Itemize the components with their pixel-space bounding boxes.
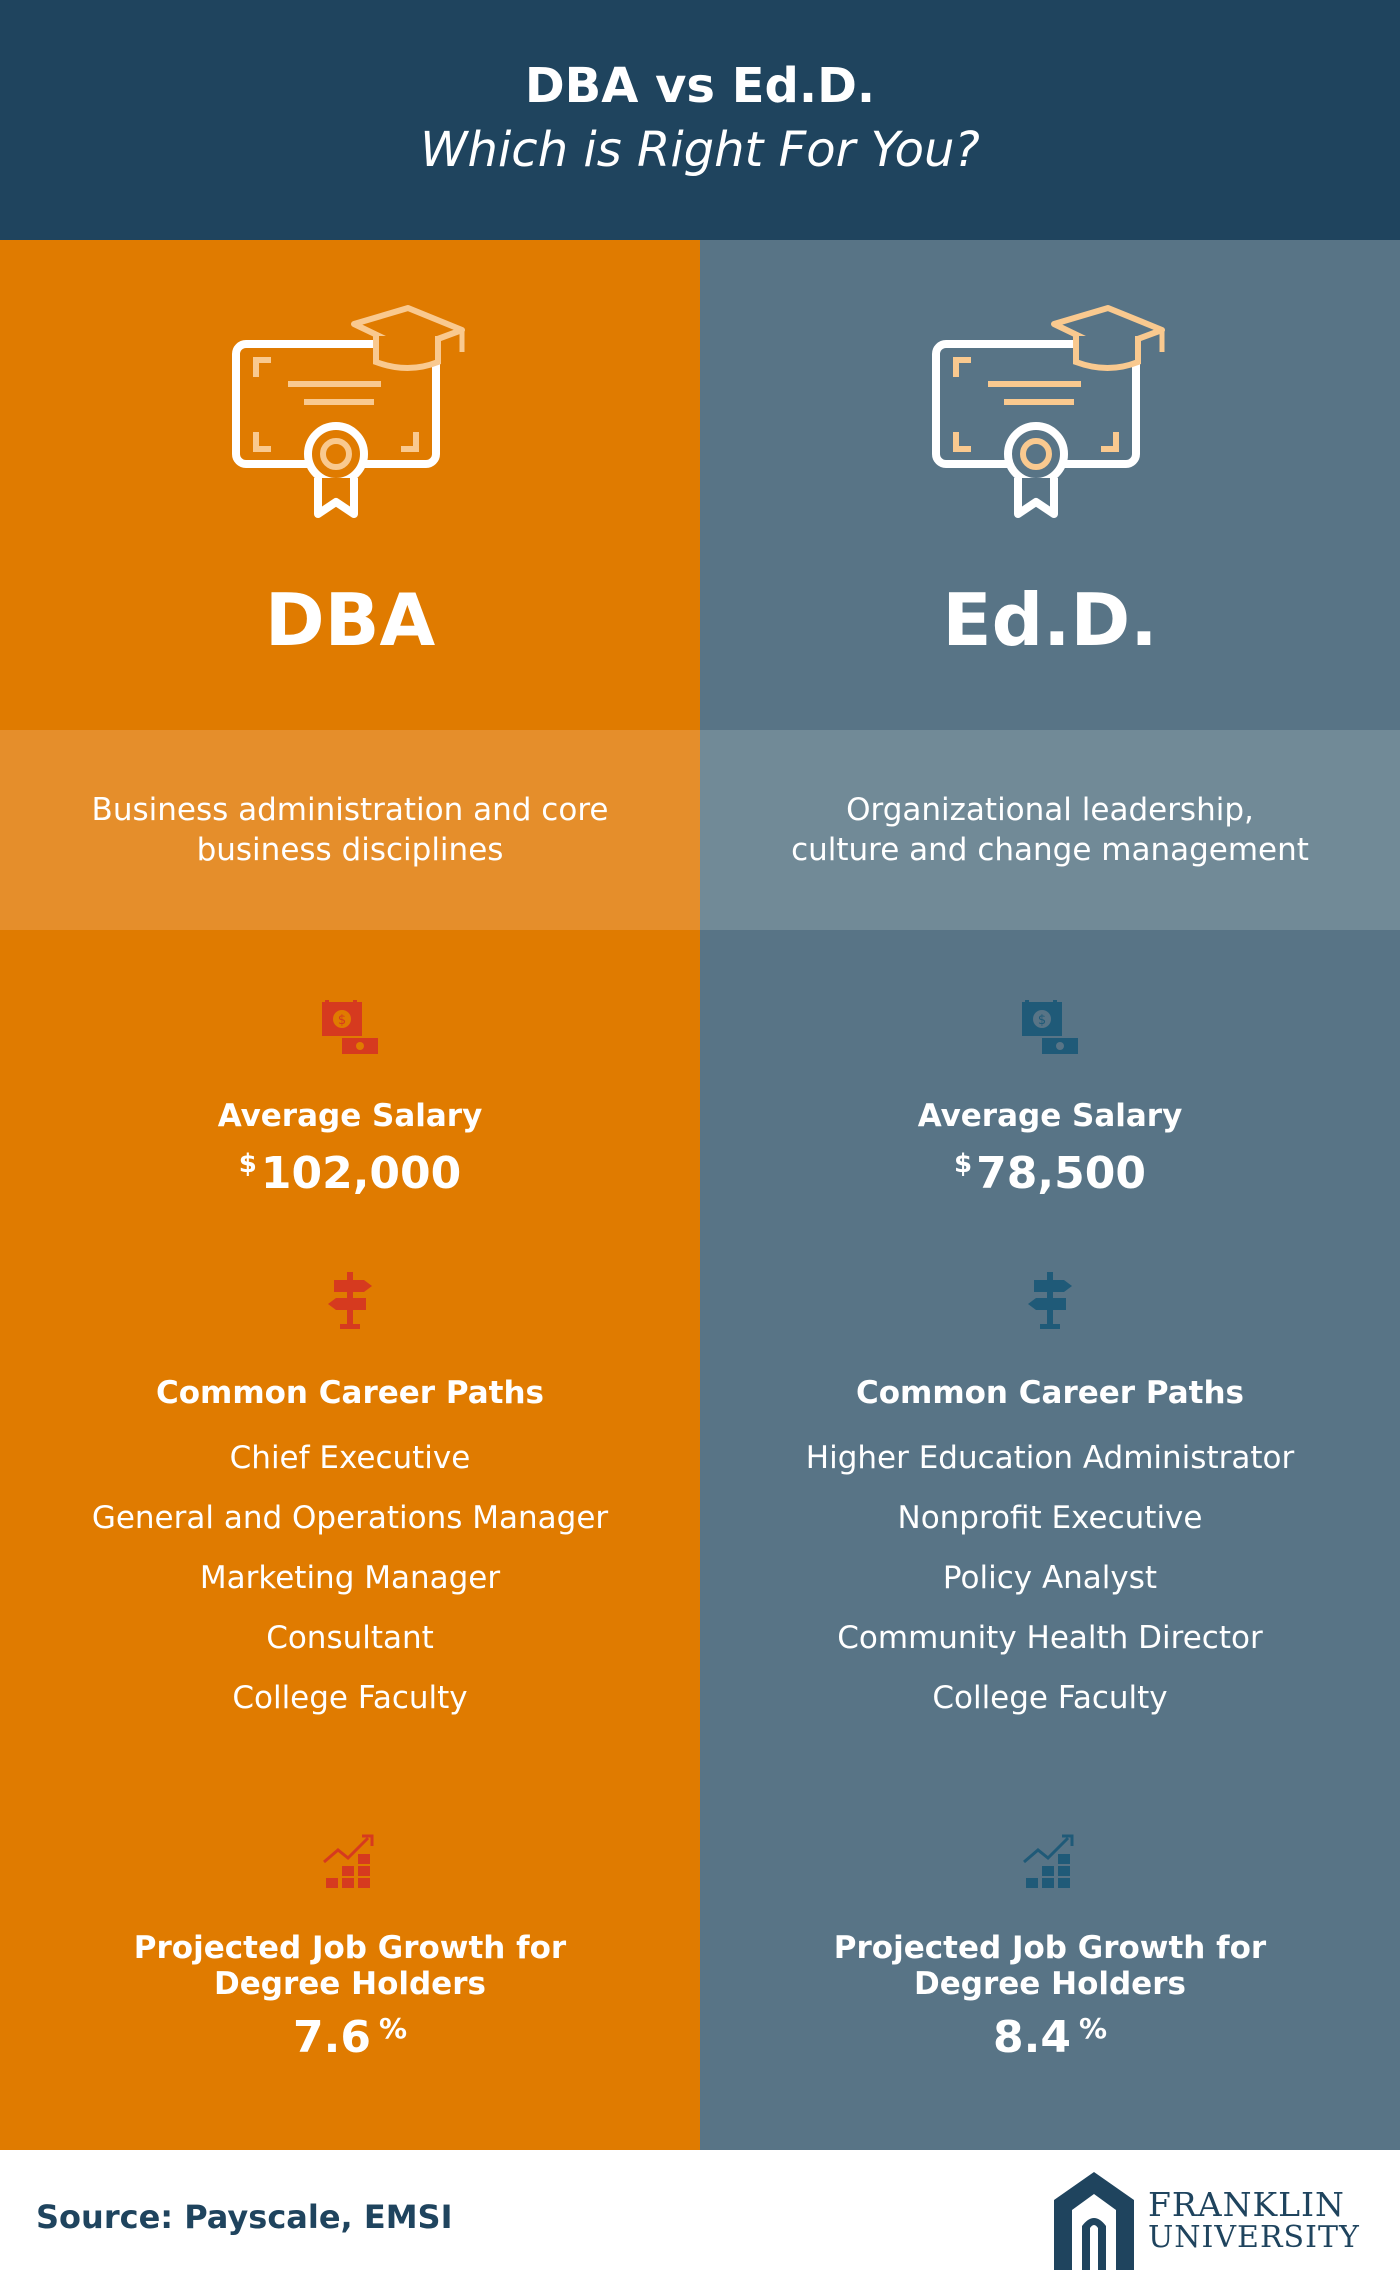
dba-column: DBA Business administration and core bus… bbox=[0, 240, 700, 2150]
career-item: General and Operations Manager bbox=[91, 1500, 609, 1536]
career-item: Policy Analyst bbox=[942, 1560, 1158, 1596]
salary-value: $102,000 bbox=[0, 1148, 700, 1199]
growth-number: 7.6 bbox=[292, 2012, 371, 2063]
career-item: Consultant bbox=[266, 1620, 434, 1656]
svg-text:$: $ bbox=[1038, 1013, 1046, 1028]
salary-label: Average Salary bbox=[217, 1098, 483, 1134]
logo-line-2: UNIVERSITY bbox=[1148, 2220, 1360, 2255]
growth-value: 7.6% bbox=[0, 2012, 700, 2063]
degree-title: DBA bbox=[264, 578, 436, 662]
career-item: Higher Education Administrator bbox=[805, 1440, 1295, 1476]
currency-symbol: $ bbox=[238, 1149, 257, 1179]
focus-text: Business administration and core busines… bbox=[91, 792, 609, 868]
diploma-icon bbox=[232, 305, 465, 518]
logo-line-1: FRANKLIN bbox=[1148, 2185, 1345, 2224]
focus-text: Organizational leadership, culture and c… bbox=[791, 792, 1309, 868]
growth-number: 8.4 bbox=[992, 2012, 1071, 2063]
growth-chart-icon bbox=[1023, 1834, 1074, 1888]
salary-label: Average Salary bbox=[917, 1098, 1183, 1134]
source-citation: Source: Payscale, EMSI bbox=[36, 2198, 453, 2236]
career-item: Community Health Director bbox=[837, 1620, 1263, 1656]
growth-unit: % bbox=[378, 2012, 407, 2045]
careers-label: Common Career Paths bbox=[855, 1375, 1245, 1411]
page-title: DBA vs Ed.D. bbox=[524, 58, 876, 114]
page-subtitle: Which is Right For You? bbox=[420, 122, 980, 178]
career-item: Nonprofit Executive bbox=[897, 1500, 1203, 1536]
salary-amount: 78,500 bbox=[976, 1148, 1146, 1199]
diploma-icon bbox=[932, 305, 1165, 518]
focus-band: Business administration and core busines… bbox=[0, 730, 700, 930]
growth-chart-icon bbox=[323, 1834, 374, 1888]
careers-list: Higher Education Administrator Nonprofit… bbox=[760, 1440, 1340, 1740]
focus-band: Organizational leadership, culture and c… bbox=[700, 730, 1400, 930]
growth-value: 8.4% bbox=[700, 2012, 1400, 2063]
career-item: College Faculty bbox=[232, 1680, 468, 1716]
career-item: College Faculty bbox=[932, 1680, 1168, 1716]
franklin-logo-icon bbox=[1054, 2172, 1134, 2270]
growth-label: Projected Job Growth for Degree Holders bbox=[133, 1930, 567, 2002]
salary-amount: 102,000 bbox=[260, 1148, 462, 1199]
career-item: Marketing Manager bbox=[199, 1560, 501, 1596]
signpost-icon bbox=[1028, 1272, 1072, 1329]
growth-unit: % bbox=[1078, 2012, 1107, 2045]
svg-text:$: $ bbox=[338, 1013, 346, 1028]
careers-list: Chief Executive General and Operations M… bbox=[60, 1440, 640, 1740]
career-item: Chief Executive bbox=[229, 1440, 471, 1476]
signpost-icon bbox=[328, 1272, 372, 1329]
degree-title: Ed.D. bbox=[942, 578, 1158, 662]
logo-wordmark: FRANKLIN UNIVERSITY bbox=[1148, 2188, 1360, 2254]
edd-column: Ed.D. Organizational leadership, culture… bbox=[700, 240, 1400, 2150]
salary-icon: $ bbox=[322, 1000, 378, 1054]
careers-label: Common Career Paths bbox=[155, 1375, 545, 1411]
growth-label: Projected Job Growth for Degree Holders bbox=[833, 1930, 1267, 2002]
currency-symbol: $ bbox=[954, 1149, 973, 1179]
salary-icon: $ bbox=[1022, 1000, 1078, 1054]
header-banner: DBA vs Ed.D. Which is Right For You? bbox=[0, 0, 1400, 240]
salary-value: $78,500 bbox=[700, 1148, 1400, 1199]
footer: Source: Payscale, EMSI FRANKLIN UNIVERSI… bbox=[0, 2150, 1400, 2290]
